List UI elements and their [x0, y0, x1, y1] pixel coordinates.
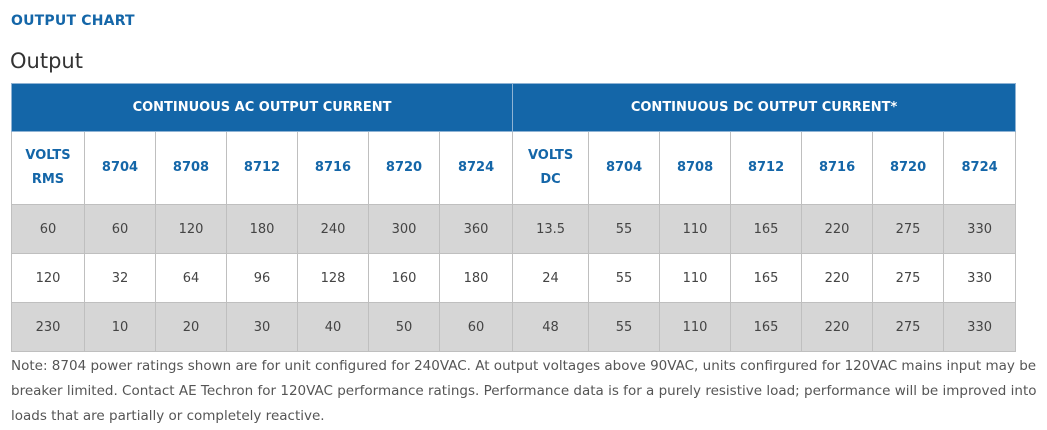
table-cell: 55: [588, 253, 661, 303]
table-cell: 220: [801, 302, 874, 352]
table-cell: 275: [872, 302, 945, 352]
table-cell: 165: [730, 302, 803, 352]
table-cell: 330: [943, 204, 1017, 254]
table-cell: 120: [155, 204, 227, 254]
table-cell: 220: [801, 204, 874, 254]
table-cell: 160: [368, 253, 440, 303]
col-header-dc-8712: 8712: [730, 131, 803, 205]
table-cell: 180: [226, 204, 298, 254]
table-cell: 220: [801, 253, 874, 303]
table-cell: 64: [155, 253, 227, 303]
table-cell: 330: [943, 302, 1017, 352]
table-cell: 180: [438, 253, 514, 303]
col-header-dc-8716: 8716: [801, 131, 874, 205]
table-cell: 275: [872, 204, 945, 254]
table-cell: 48: [512, 302, 590, 352]
col-header-dc-8704: 8704: [588, 131, 661, 205]
table-cell: 110: [659, 204, 732, 254]
table-cell: 128: [297, 253, 369, 303]
table-cell: 165: [730, 253, 803, 303]
column-header-row: VOLTS RMS 8704 8708 8712 8716 8720 8724 V…: [11, 131, 1017, 205]
table-cell: 330: [943, 253, 1017, 303]
table-cell: 32: [84, 253, 156, 303]
col-header-volts-rms: VOLTS RMS: [11, 131, 85, 205]
table-cell: 50: [368, 302, 440, 352]
table-cell: 300: [368, 204, 440, 254]
col-header-ac-8724: 8724: [438, 131, 514, 205]
table-row: 60 60 120 180 240 300 360 13.5 55 110 16…: [11, 204, 1017, 254]
table-cell: 360: [438, 204, 514, 254]
col-header-ac-8704: 8704: [84, 131, 156, 205]
table-cell: 96: [226, 253, 298, 303]
dc-group-header: CONTINUOUS DC OUTPUT CURRENT*: [512, 83, 1017, 132]
group-header-row: CONTINUOUS AC OUTPUT CURRENT CONTINUOUS …: [10, 83, 1017, 132]
col-header-dc-8724: 8724: [943, 131, 1017, 205]
col-header-ac-8720: 8720: [368, 131, 440, 205]
table-cell: 24: [512, 253, 590, 303]
table-cell: 55: [588, 204, 661, 254]
table-row: 230 10 20 30 40 50 60 48 55 110 165 220 …: [11, 302, 1017, 352]
col-header-dc-8708: 8708: [659, 131, 732, 205]
ac-group-header: CONTINUOUS AC OUTPUT CURRENT: [10, 83, 514, 132]
section-label: OUTPUT CHART: [11, 13, 135, 29]
table-cell: 60: [84, 204, 156, 254]
col-header-volts-dc: VOLTS DC: [512, 131, 590, 205]
table-cell: 240: [297, 204, 369, 254]
table-cell: 165: [730, 204, 803, 254]
footnote: Note: 8704 power ratings shown are for u…: [11, 358, 1037, 424]
table-cell: 110: [659, 302, 732, 352]
output-chart-table: CONTINUOUS AC OUTPUT CURRENT CONTINUOUS …: [10, 83, 1017, 352]
table-cell: 60: [438, 302, 514, 352]
table-cell: 110: [659, 253, 732, 303]
col-header-ac-8708: 8708: [155, 131, 227, 205]
table-cell: 120: [11, 253, 85, 303]
col-header-dc-8720: 8720: [872, 131, 945, 205]
table-cell: 60: [11, 204, 85, 254]
table-row: 120 32 64 96 128 160 180 24 55 110 165 2…: [11, 253, 1017, 303]
table-cell: 275: [872, 253, 945, 303]
table-cell: 30: [226, 302, 298, 352]
table-cell: 20: [155, 302, 227, 352]
table-cell: 10: [84, 302, 156, 352]
table-cell: 230: [11, 302, 85, 352]
page-heading: Output: [10, 49, 83, 73]
table-cell: 40: [297, 302, 369, 352]
col-header-ac-8716: 8716: [297, 131, 369, 205]
col-header-ac-8712: 8712: [226, 131, 298, 205]
table-cell: 13.5: [512, 204, 590, 254]
table-cell: 55: [588, 302, 661, 352]
